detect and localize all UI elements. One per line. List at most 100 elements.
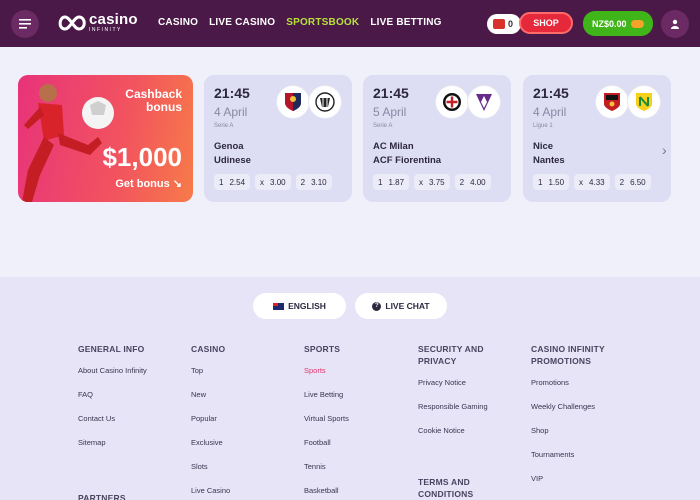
footer-link[interactable]: Weekly Challenges bbox=[531, 402, 596, 411]
odd-label: x bbox=[419, 177, 424, 187]
get-bonus-link[interactable]: Get bonus ↘ bbox=[115, 178, 182, 190]
logo-text: casino bbox=[89, 11, 138, 28]
balance-amount: NZ$0.00 bbox=[592, 18, 627, 29]
odd-home[interactable]: 1 1.50 bbox=[533, 174, 570, 190]
home-team: Nice bbox=[533, 141, 554, 152]
match-league: Serie A bbox=[214, 123, 234, 129]
footer-heading: SPORTS bbox=[304, 344, 341, 354]
footer-link[interactable]: Live Casino bbox=[191, 486, 231, 495]
footer-link[interactable]: New bbox=[191, 390, 207, 399]
odd-away[interactable]: 2 4.00 bbox=[454, 174, 491, 190]
nav-live-casino[interactable]: LIVE CASINO bbox=[209, 17, 276, 28]
odd-away[interactable]: 2 6.50 bbox=[614, 174, 651, 190]
footer-link[interactable]: Contact Us bbox=[78, 414, 116, 423]
gift-icon bbox=[493, 19, 505, 29]
footer-link[interactable]: VIP bbox=[531, 474, 544, 483]
odd-draw[interactable]: x 3.00 bbox=[255, 174, 291, 190]
match-league: Ligue 1 bbox=[533, 123, 553, 129]
odds-row: 1 2.54 x 3.00 2 3.10 bbox=[214, 174, 332, 190]
away-team: Udinese bbox=[214, 155, 251, 166]
odd-value: 4.33 bbox=[589, 177, 605, 187]
nantes-crest-icon bbox=[627, 85, 661, 119]
footer-heading: SECURITY AND PRIVACY bbox=[418, 344, 484, 366]
footer-link[interactable]: Football bbox=[304, 438, 331, 447]
odd-label: 1 bbox=[378, 177, 383, 187]
match-time: 21:45 bbox=[533, 85, 569, 101]
footer-link[interactable]: Exclusive bbox=[191, 438, 223, 447]
odd-home[interactable]: 1 1.87 bbox=[373, 174, 410, 190]
ac-milan-crest-icon bbox=[435, 85, 469, 119]
footer-heading: CASINO bbox=[191, 344, 226, 354]
promo-amount: $1,000 bbox=[102, 142, 182, 172]
footer-link[interactable]: Sports bbox=[304, 366, 326, 375]
footer-link[interactable]: About Casino Infinity bbox=[78, 366, 147, 375]
footer-link[interactable]: Cookie Notice bbox=[418, 426, 465, 435]
away-team: Nantes bbox=[533, 155, 565, 166]
odd-label: 1 bbox=[538, 177, 543, 187]
footer-link[interactable]: Sitemap bbox=[78, 438, 106, 447]
footer-link[interactable]: Tournaments bbox=[531, 450, 575, 459]
site-footer: ENGLISH ? LIVE CHAT GENERAL INFO About C… bbox=[0, 277, 700, 500]
match-date: 5 April bbox=[373, 105, 407, 119]
nav-sportsbook[interactable]: SPORTSBOOK bbox=[286, 17, 360, 28]
footer-col-casino: CASINO Top New Popular Exclusive Slots L… bbox=[191, 343, 301, 500]
footer-link[interactable]: Promotions bbox=[531, 378, 569, 387]
footer-link[interactable]: Tennis bbox=[304, 462, 326, 471]
footer-link[interactable]: Popular bbox=[191, 414, 217, 423]
home-team: AC Milan bbox=[373, 141, 414, 152]
match-league: Serie A bbox=[373, 123, 393, 129]
odd-draw[interactable]: x 4.33 bbox=[574, 174, 610, 190]
bonus-counter[interactable]: 0 bbox=[487, 14, 521, 34]
nav-live-betting[interactable]: LIVE BETTING bbox=[370, 17, 442, 28]
genoa-crest-icon bbox=[276, 85, 310, 119]
match-card[interactable]: 21:45 5 April Serie A AC Milan ACF Fiore… bbox=[363, 75, 511, 202]
footer-link[interactable]: Shop bbox=[531, 426, 549, 435]
match-time: 21:45 bbox=[214, 85, 250, 101]
shop-button[interactable]: SHOP bbox=[519, 12, 573, 34]
chevron-right-icon[interactable]: › bbox=[662, 142, 667, 158]
live-chat-label: LIVE CHAT bbox=[385, 301, 430, 311]
odd-label: x bbox=[260, 177, 265, 187]
odd-label: 2 bbox=[300, 177, 306, 187]
footer-col-security: SECURITY AND PRIVACY Privacy Notice Resp… bbox=[418, 343, 528, 500]
footer-col-promotions: CASINO INFINITY PROMOTIONS Promotions We… bbox=[531, 343, 641, 498]
udinese-crest-icon bbox=[308, 85, 342, 119]
hamburger-menu-button[interactable] bbox=[11, 10, 39, 38]
hamburger-icon bbox=[19, 19, 31, 29]
footer-link[interactable]: Virtual Sports bbox=[304, 414, 349, 423]
casino-infinity-logo[interactable]: casino INFINITY bbox=[56, 12, 138, 33]
nav-casino[interactable]: CASINO bbox=[158, 17, 199, 28]
footer-link[interactable]: Responsible Gaming bbox=[418, 402, 488, 411]
match-date: 4 April bbox=[214, 105, 248, 119]
odd-value: 1.87 bbox=[388, 177, 405, 187]
footer-link[interactable]: Privacy Notice bbox=[418, 378, 466, 387]
odd-value: 3.10 bbox=[311, 177, 327, 187]
footer-link[interactable]: FAQ bbox=[78, 390, 94, 399]
logo-subtext: INFINITY bbox=[89, 27, 122, 33]
promo-title: Cashback bonus bbox=[125, 87, 182, 114]
coins-icon bbox=[630, 19, 644, 28]
football-player-image bbox=[22, 84, 114, 202]
user-account-button[interactable] bbox=[661, 10, 689, 38]
footer-link[interactable]: Slots bbox=[191, 462, 208, 471]
odd-away[interactable]: 2 3.10 bbox=[295, 174, 332, 190]
cashback-bonus-banner[interactable]: Cashback bonus $1,000 Get bonus ↘ bbox=[18, 75, 193, 202]
match-card[interactable]: 21:45 4 April Serie A Genoa Udinese 1 2.5… bbox=[204, 75, 352, 202]
odd-home[interactable]: 1 2.54 bbox=[214, 174, 251, 190]
user-icon bbox=[671, 19, 679, 29]
fiorentina-crest-icon bbox=[467, 85, 501, 119]
footer-link[interactable]: Live Betting bbox=[304, 390, 344, 399]
footer-heading: CASINO INFINITY PROMOTIONS bbox=[531, 344, 605, 366]
bonus-count: 0 bbox=[508, 19, 514, 29]
balance-button[interactable]: NZ$0.00 bbox=[583, 11, 653, 36]
odd-value: 6.50 bbox=[630, 177, 646, 187]
odd-value: 3.75 bbox=[429, 177, 445, 187]
language-selector[interactable]: ENGLISH bbox=[253, 293, 346, 319]
odd-draw[interactable]: x 3.75 bbox=[414, 174, 450, 190]
footer-link[interactable]: Top bbox=[191, 366, 204, 375]
live-chat-button[interactable]: ? LIVE CHAT bbox=[355, 293, 447, 319]
footer-link[interactable]: Basketball bbox=[304, 486, 339, 495]
match-card[interactable]: 21:45 4 April Ligue 1 Nice Nantes 1 1.50 … bbox=[523, 75, 671, 202]
footer-heading: PARTNERS bbox=[78, 493, 126, 500]
odds-row: 1 1.87 x 3.75 2 4.00 bbox=[373, 174, 491, 190]
